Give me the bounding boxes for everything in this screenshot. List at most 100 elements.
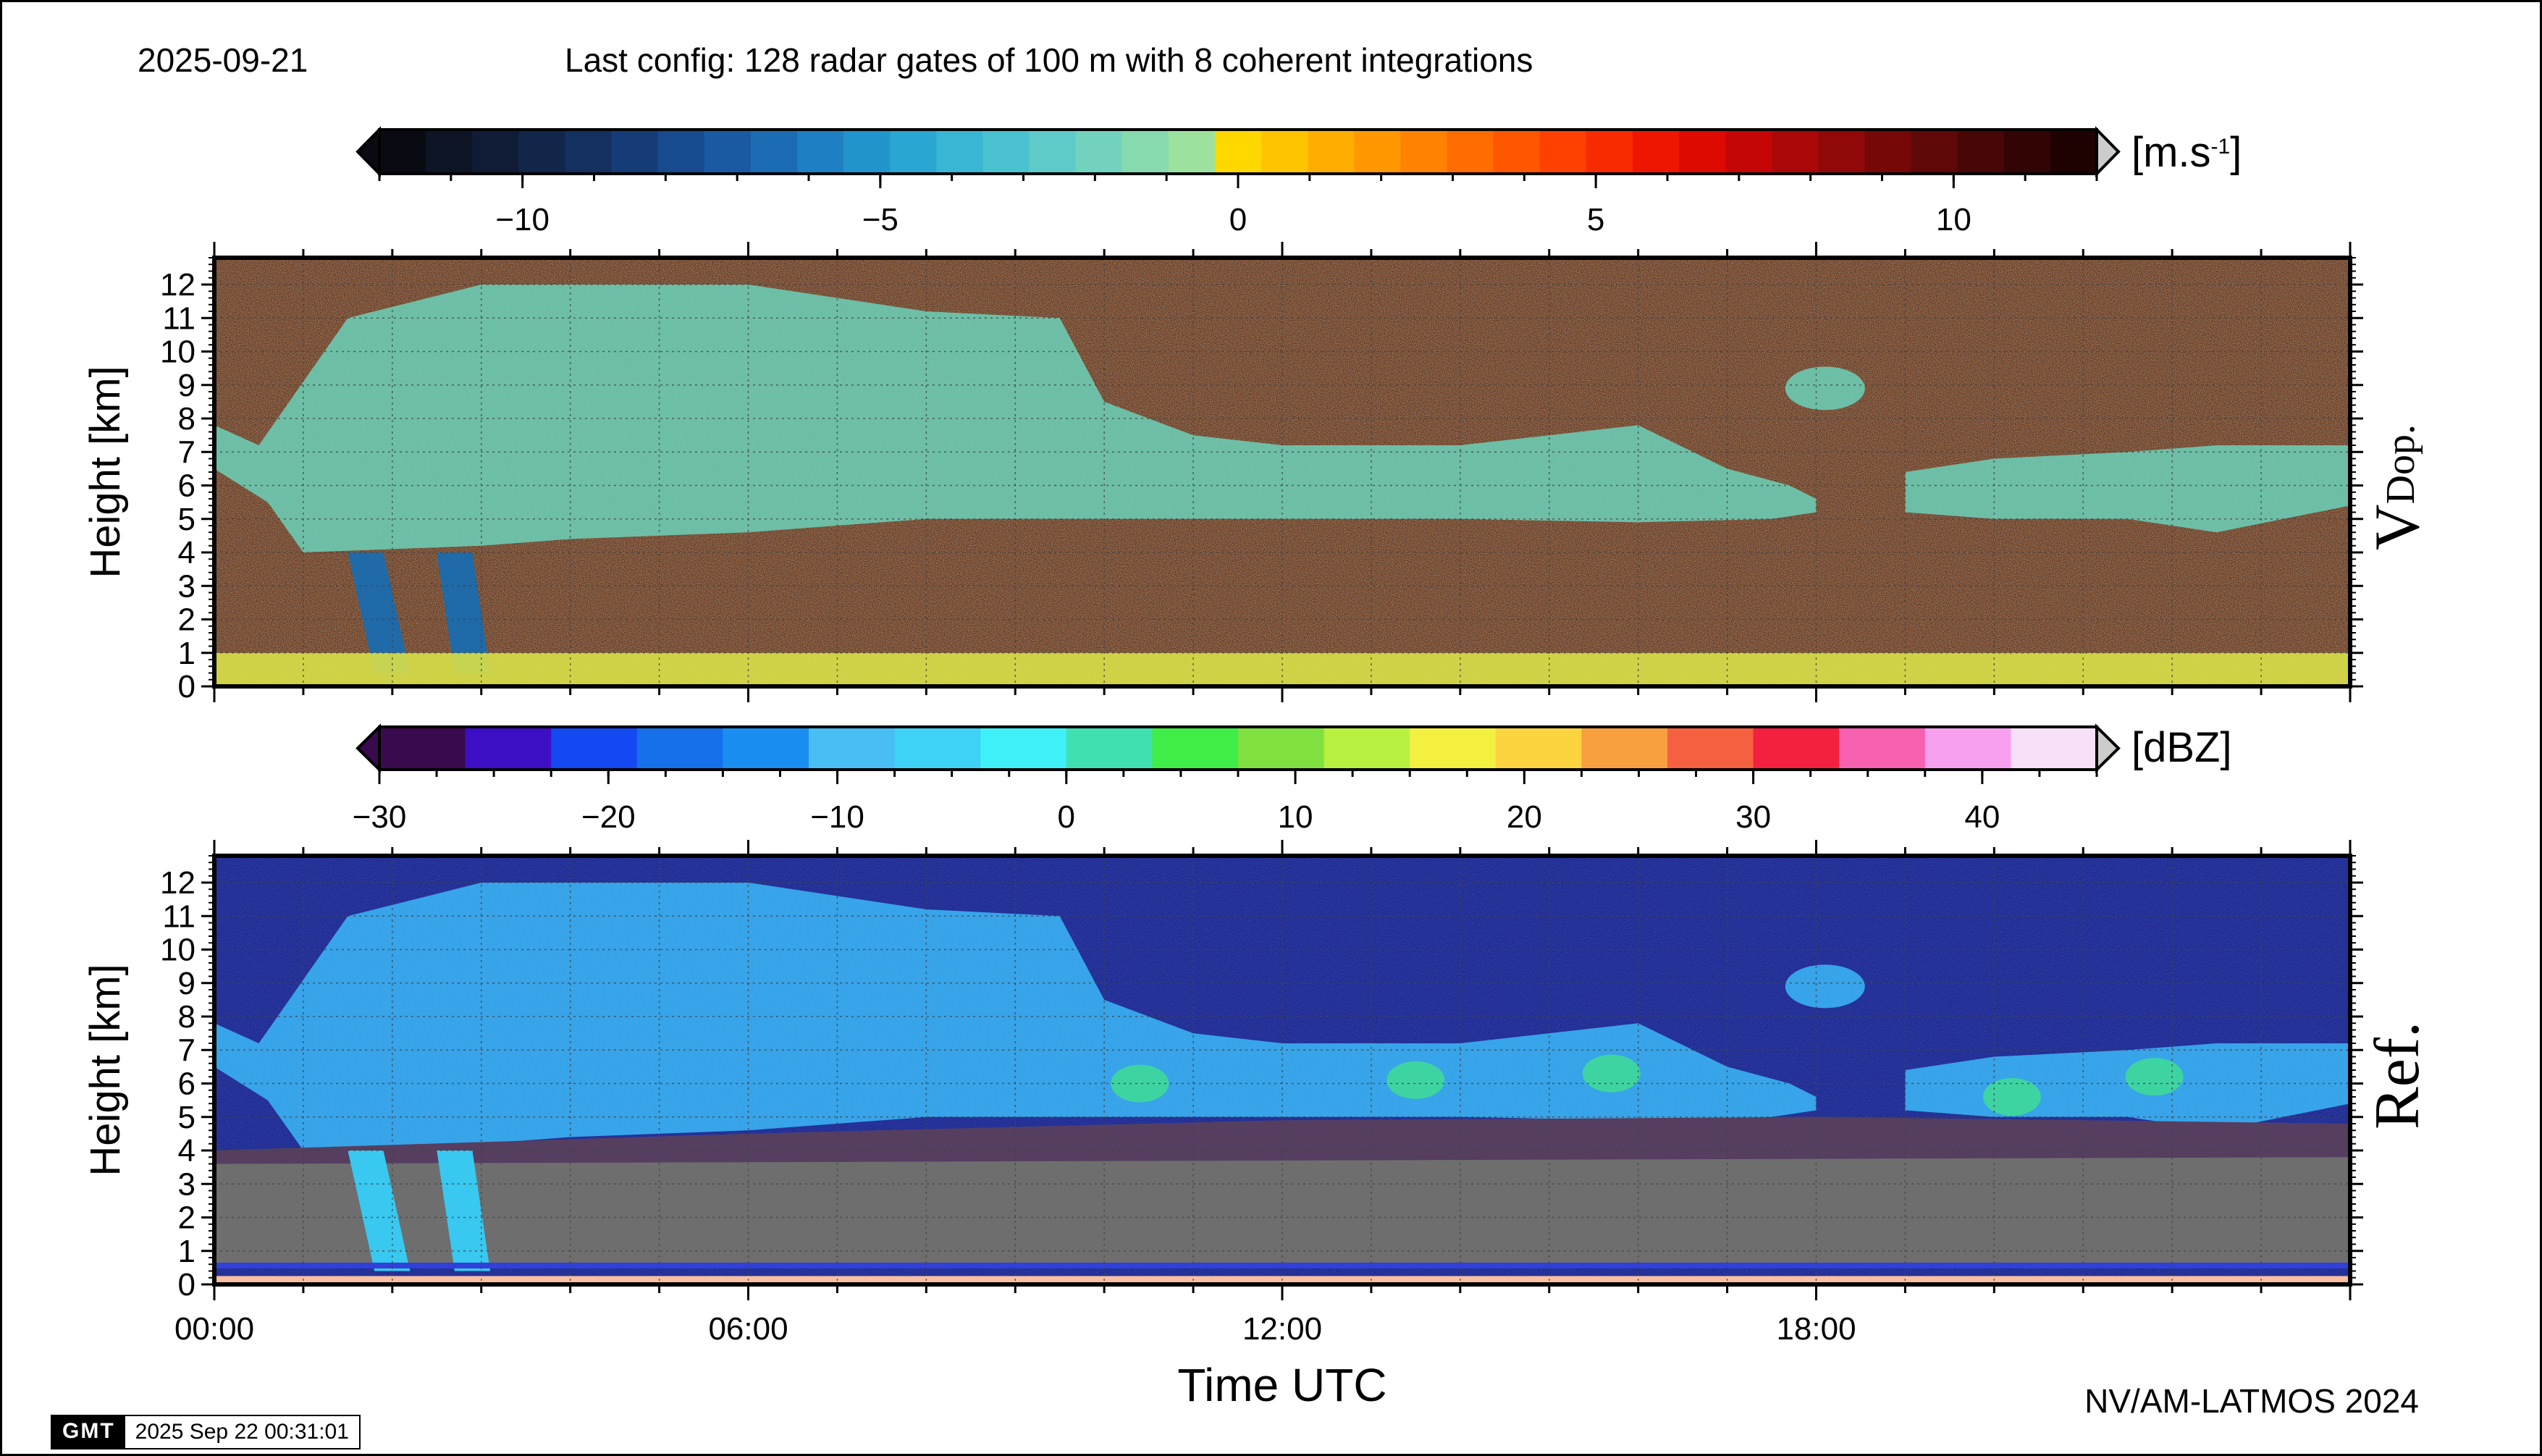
reflectivity-unit: [dBZ] xyxy=(2131,724,2232,771)
colorbar-cell xyxy=(1354,130,1401,174)
reflectivity-panel-label: Ref. xyxy=(2362,1022,2433,1129)
colorbar-tick-label: 20 xyxy=(1507,799,1542,835)
colorbar-tick-label: −20 xyxy=(581,799,636,835)
colorbar-cell xyxy=(936,130,984,174)
colorbar-cell xyxy=(565,130,613,174)
y-tick-label: 1 xyxy=(178,636,195,671)
gmt-stamp: GMT 2025 Sep 22 00:31:01 xyxy=(51,1415,361,1449)
rain-shaft xyxy=(437,1150,491,1271)
y-tick-label: 11 xyxy=(162,899,195,934)
colorbar-cell xyxy=(1772,130,1819,174)
colorbar-cell xyxy=(704,130,752,174)
reflectivity-ylabel: Height [km] xyxy=(82,964,129,1176)
colorbar-cell xyxy=(1586,130,1633,174)
colorbar-cell xyxy=(1410,727,1497,770)
y-tick-label: 8 xyxy=(178,999,195,1035)
colorbar-cell xyxy=(980,727,1067,770)
velocity-ylabel: Height [km] xyxy=(82,366,129,578)
colorbar-cell xyxy=(1818,130,1866,174)
colorbar-cell xyxy=(894,727,981,770)
echo-core xyxy=(1111,1064,1169,1103)
colorbar-cell xyxy=(1029,130,1077,174)
colorbar-cell xyxy=(2003,130,2051,174)
colorbar-cell xyxy=(1447,130,1494,174)
time-xlabel: Time UTC xyxy=(1177,1359,1386,1411)
colorbar-cell xyxy=(1679,130,1726,174)
cloud-layer-late xyxy=(1905,445,2350,533)
date-label: 2025-09-21 xyxy=(138,41,308,79)
credit-label: NV/AM-LATMOS 2024 xyxy=(2084,1382,2419,1420)
colorbar-cell xyxy=(1075,130,1123,174)
colorbar-cell xyxy=(611,130,659,174)
y-tick-label: 12 xyxy=(160,865,195,901)
colorbar-cell xyxy=(1632,130,1680,174)
rain-shaft xyxy=(348,552,411,673)
colorbar-min-arrow xyxy=(355,126,381,177)
colorbar-cell xyxy=(1924,727,2011,770)
reflectivity-colorbar: −30 −20 −10 0 10 20 30 40 xyxy=(353,723,2121,835)
y-tick-label: 3 xyxy=(178,1166,195,1202)
colorbar-tick-label: 40 xyxy=(1964,799,2000,835)
colorbar-min-arrow xyxy=(355,723,381,773)
y-tick-label: 9 xyxy=(178,368,195,403)
x-tick-label: 18:00 xyxy=(1776,1311,1856,1347)
colorbar-cell xyxy=(1495,727,1582,770)
y-tick-label: 3 xyxy=(178,568,195,604)
rain-shaft xyxy=(437,552,491,673)
colorbar-cell xyxy=(1957,130,2005,174)
colorbar-cell xyxy=(1214,130,1262,174)
y-tick-label: 0 xyxy=(178,669,195,704)
colorbar-cell xyxy=(657,130,705,174)
colorbar-cell xyxy=(2011,727,2097,770)
colorbar-tick-label: 0 xyxy=(1058,799,1075,835)
y-tick-label: 9 xyxy=(178,966,195,1001)
colorbar-tick-label: −10 xyxy=(495,202,550,237)
colorbar-cell xyxy=(1581,727,1668,770)
colorbar-tick-label: 0 xyxy=(1229,202,1247,237)
colorbar-cell xyxy=(1261,130,1308,174)
colorbar-cell xyxy=(1725,130,1772,174)
y-tick-label: 0 xyxy=(178,1267,195,1303)
y-tick-label: 8 xyxy=(178,401,195,437)
colorbar-tick-label: 5 xyxy=(1587,202,1604,237)
echo-core xyxy=(1982,1078,2041,1116)
colorbar-cell xyxy=(1308,130,1355,174)
colorbar-cell xyxy=(1168,130,1216,174)
velocity-panel-label: VDop. xyxy=(2362,424,2433,550)
colorbar-cell xyxy=(723,727,809,770)
colorbar-cell xyxy=(379,727,466,770)
colorbar-cell xyxy=(1667,727,1754,770)
colorbar-cell xyxy=(636,727,723,770)
velocity-unit: [m.s-1] xyxy=(2131,129,2242,176)
colorbar-cell xyxy=(551,727,638,770)
y-tick-label: 1 xyxy=(178,1234,195,1269)
y-tick-label: 2 xyxy=(178,602,195,638)
y-tick-label: 6 xyxy=(178,468,195,504)
colorbar-cell xyxy=(1911,130,1958,174)
colorbar-cell xyxy=(1539,130,1587,174)
echo-core xyxy=(2125,1058,2184,1096)
echo-core xyxy=(1386,1061,1445,1099)
colorbar-cell xyxy=(379,130,426,174)
y-tick-label: 7 xyxy=(178,1032,195,1068)
colorbar-cell xyxy=(426,130,473,174)
colorbar-cell xyxy=(890,130,937,174)
y-tick-label: 5 xyxy=(178,1100,195,1135)
gmt-timestamp: 2025 Sep 22 00:31:01 xyxy=(125,1416,359,1448)
y-tick-label: 12 xyxy=(160,267,195,303)
colorbar-cell xyxy=(750,130,798,174)
cloud-patch xyxy=(1785,964,1865,1009)
y-tick-label: 7 xyxy=(178,434,195,470)
colorbar-cell xyxy=(1121,130,1169,174)
colorbar-cell xyxy=(1066,727,1153,770)
y-tick-label: 4 xyxy=(178,535,195,571)
colorbar-cell xyxy=(982,130,1030,174)
colorbar-cell xyxy=(809,727,896,770)
colorbar-cell xyxy=(843,130,891,174)
colorbar-cell xyxy=(465,727,552,770)
colorbar-cell xyxy=(1152,727,1239,770)
